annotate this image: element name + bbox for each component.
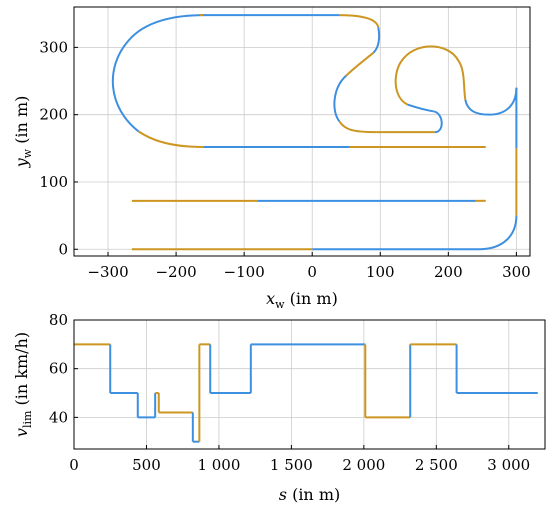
track-route <box>111 14 518 251</box>
track-map-grid <box>74 7 530 256</box>
track-route-segment <box>333 74 347 123</box>
speed-limit-x-tick-label: 3 000 <box>487 456 530 474</box>
track-map-x-tick-label: 300 <box>502 263 531 281</box>
speed-limit-y-axis-label: vlim (in km/h) <box>12 332 34 437</box>
track-route-segment <box>478 215 518 251</box>
speed-limit-y-tick-label: 60 <box>49 360 68 378</box>
speed-limit-x-tick-label: 0 <box>69 456 79 474</box>
y-label-sub: w <box>21 148 34 158</box>
v-label-sub: lim <box>21 410 34 428</box>
y-label-unit: (in m) <box>12 96 31 149</box>
track-map-x-tick-label: 200 <box>434 263 463 281</box>
speed-limit-y-tick-label: 40 <box>49 408 68 426</box>
speed-limit-x-tick-label: 1 500 <box>270 456 313 474</box>
speed-limit-x-axis-label: s (in m) <box>279 485 340 504</box>
track-map-y-tick-label: 300 <box>39 38 68 56</box>
track-map-y-tick-label: 100 <box>39 173 68 191</box>
speed-limit-grid <box>73 319 545 449</box>
track-route-segment <box>138 130 204 148</box>
track-route-segment <box>339 14 380 28</box>
track-route-segment <box>433 110 443 134</box>
track-route-segment <box>338 120 377 134</box>
track-route-segment <box>407 103 434 113</box>
x-label-sub: w <box>275 298 285 311</box>
track-route-segment <box>345 51 375 77</box>
track-map-x-tick-label: −200 <box>155 263 196 281</box>
speed-limit-chart: 0 500 1 000 1 500 2 000 2 500 3 000 40 60 80 s (i… <box>12 311 546 504</box>
v-label-base: v <box>12 428 31 437</box>
track-map-y-tick-label: 200 <box>39 106 68 124</box>
s-label-base: s <box>279 485 287 504</box>
track-map-x-axis-label: xw (in m) <box>266 289 338 311</box>
track-route-segment <box>111 14 204 133</box>
track-map-y-axis-label: yw (in m) <box>12 96 34 169</box>
track-route-segment <box>372 26 381 54</box>
speed-limit-y-tick-label: 80 <box>49 311 68 329</box>
speed-limit-x-tick-label: 2 000 <box>342 456 385 474</box>
track-map-x-tick-label: 100 <box>366 263 395 281</box>
speed-limit-x-tick-label: 2 500 <box>415 456 458 474</box>
track-route-segment <box>394 45 460 106</box>
track-route-segment <box>457 60 467 101</box>
y-label-base: y <box>12 157 31 168</box>
track-map-x-tick-label: 0 <box>307 263 317 281</box>
v-label-unit: (in km/h) <box>12 332 31 411</box>
track-map-frame <box>73 6 531 257</box>
speed-limit-steps <box>74 343 538 443</box>
speed-limit-frame <box>73 319 546 450</box>
track-map-y-tick-label: 0 <box>58 240 68 258</box>
track-map-ticks: −300 −200 −100 0 100 200 300 0 100 200 300 <box>39 38 530 281</box>
s-label-unit: (in m) <box>287 485 340 504</box>
speed-limit-ticks: 0 500 1 000 1 500 2 000 2 500 3 000 40 60 80 <box>49 311 530 474</box>
speed-limit-x-tick-label: 1 000 <box>197 456 240 474</box>
track-map-x-tick-label: −100 <box>224 263 265 281</box>
speed-limit-x-tick-label: 500 <box>132 456 161 474</box>
x-label-unit: (in m) <box>285 289 338 308</box>
track-map-x-tick-label: −300 <box>87 263 128 281</box>
track-route-segment <box>464 87 518 116</box>
x-label-base: x <box>266 289 275 308</box>
